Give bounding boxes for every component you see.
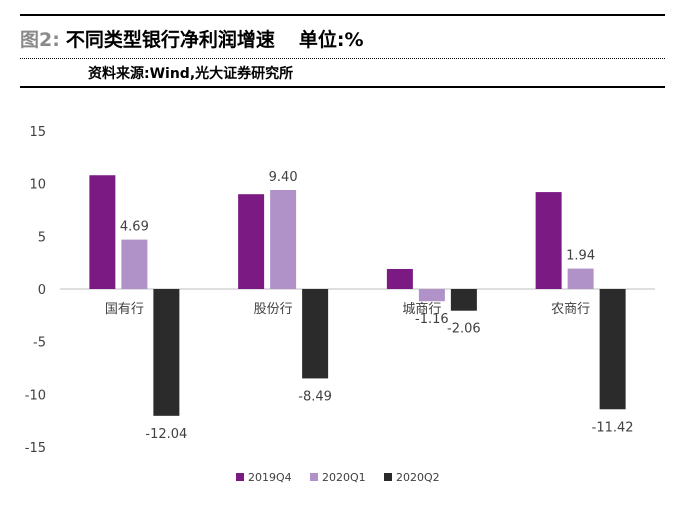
y-tick-label: 10 <box>29 178 46 193</box>
figure-label: 图2: <box>20 28 60 51</box>
legend-swatch-2020q2 <box>384 473 392 481</box>
y-tick-label: -15 <box>25 441 46 456</box>
legend-swatch-2019q4 <box>236 473 244 481</box>
bar-2019q4-0 <box>89 175 116 289</box>
bar-2020q2-1 <box>302 289 329 379</box>
data-label: 9.40 <box>269 170 298 185</box>
bar-2020q1-0 <box>121 239 148 289</box>
figure-header: 图2: 不同类型银行净利润增速 单位:% 资料来源:Wind,光大证券研究所 <box>20 14 665 88</box>
data-label: -1.16 <box>415 312 449 327</box>
legend-swatch-2020q1 <box>310 473 318 481</box>
bar-2020q2-0 <box>153 289 180 416</box>
data-label: 1.94 <box>566 249 595 264</box>
y-tick-label: -5 <box>33 336 46 351</box>
data-label: -2.06 <box>447 322 481 337</box>
y-tick-label: 15 <box>29 125 46 140</box>
bar-2019q4-3 <box>535 192 562 289</box>
data-label: -11.42 <box>592 420 634 435</box>
bar-2020q1-1 <box>270 189 297 289</box>
bar-2020q2-3 <box>599 289 626 410</box>
figure-unit: 单位:% <box>298 28 364 51</box>
figure-source: 资料来源:Wind,光大证券研究所 <box>88 66 294 82</box>
category-label: 国有行 <box>105 302 144 317</box>
title-row: 图2: 不同类型银行净利润增速 单位:% <box>20 23 363 53</box>
y-tick-label: 0 <box>38 283 46 298</box>
figure-title: 不同类型银行净利润增速 <box>65 28 275 51</box>
bar-2019q4-1 <box>238 194 265 289</box>
legend-label: 2020Q1 <box>322 471 366 484</box>
y-tick-label: 5 <box>38 230 46 245</box>
bar-2020q1-3 <box>567 268 594 289</box>
category-label: 股份行 <box>254 302 293 317</box>
legend-label: 2020Q2 <box>396 471 440 484</box>
bar-2020q2-2 <box>450 289 477 311</box>
bar-2019q4-2 <box>386 268 413 289</box>
header-bottom-rule <box>20 86 665 88</box>
legend-label: 2019Q4 <box>248 471 292 484</box>
y-tick-label: -10 <box>25 388 46 403</box>
category-label: 城商行 <box>402 302 441 317</box>
data-label: 4.69 <box>120 220 149 235</box>
data-label: -12.04 <box>145 427 187 442</box>
bar-2020q1-2 <box>418 289 445 302</box>
header-dotted-rule <box>20 58 665 59</box>
category-label: 农商行 <box>551 302 590 317</box>
header-top-rule <box>20 14 665 16</box>
data-label: -8.49 <box>298 389 332 404</box>
